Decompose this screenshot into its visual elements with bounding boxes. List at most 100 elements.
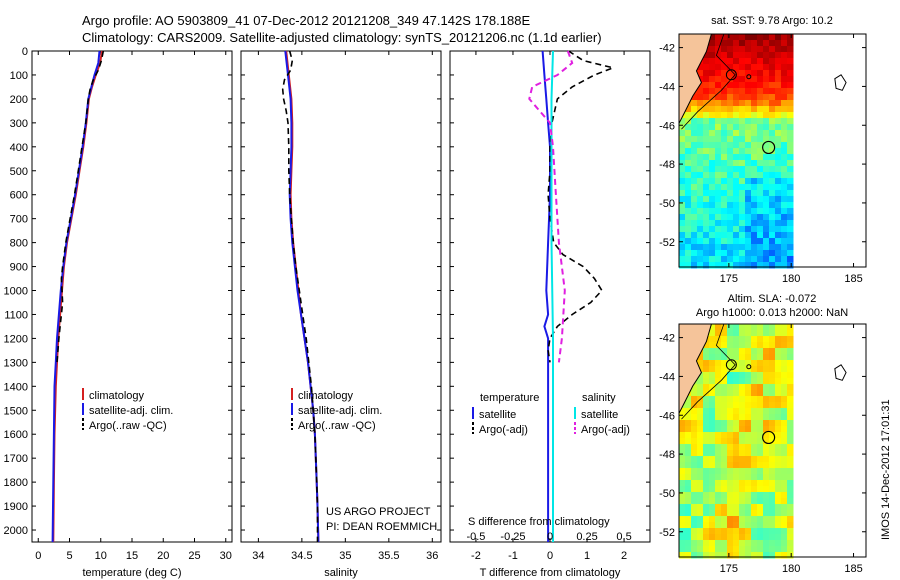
map-cell [751,504,758,511]
map-cell [787,130,794,137]
map-cell [727,360,734,367]
map-cell [775,256,782,263]
map-cell [709,492,716,499]
map-cell [757,208,764,215]
map-cell [685,402,692,409]
map-cell [679,492,686,499]
y-tick-label: -42 [659,333,675,345]
map-cell [733,426,740,433]
map-cell [733,142,740,149]
map-cell [679,420,686,427]
map-cell [763,142,770,149]
map-cell [757,504,764,511]
map-cell [679,244,686,251]
map-cell [775,468,782,475]
map-cell [757,130,764,137]
map-cell [697,142,704,149]
map-cell [703,486,710,493]
map-cell [751,372,758,379]
map-cell [697,414,704,421]
map-cell [745,528,752,535]
map-cell [709,64,716,71]
map-cell [691,438,698,445]
map-cell [781,166,788,173]
map-cell [703,360,710,367]
map-cell [787,486,794,493]
map-cell [727,540,734,547]
map-cell [727,70,734,77]
map-cell [739,58,746,65]
map-cell [679,498,686,505]
map-cell [781,354,788,361]
pi-label: PI: DEAN ROEMMICH [326,521,437,533]
legend-entry: climatology [298,390,354,402]
map-cell [763,178,770,185]
map-cell [685,142,692,149]
y-tick-label: -52 [659,527,675,539]
map-cell [739,82,746,89]
map-cell [691,154,698,161]
map-cell [757,100,764,107]
map-cell [781,52,788,59]
map-cell [715,160,722,167]
map-cell [775,402,782,409]
map-cell [751,468,758,475]
map-cell [763,238,770,245]
map-cell [787,330,794,337]
map-cell [757,492,764,499]
map-cell [685,214,692,221]
map-cell [787,528,794,535]
coastline [678,33,713,124]
map-cell [781,480,788,487]
map-cell [691,474,698,481]
map-cell [763,130,770,137]
map-cell [739,112,746,119]
map-cell [769,390,776,397]
map-cell [781,148,788,155]
map-cell [769,384,776,391]
series-t-satellite [541,50,551,542]
map-cell [721,166,728,173]
map-cell [697,70,704,77]
map-cell [769,444,776,451]
map-cell [763,354,770,361]
map-cell [745,106,752,113]
map-cell [775,118,782,125]
map-cell [709,396,716,403]
map-cell [691,262,698,269]
map-cell [739,178,746,185]
map-cell [739,160,746,167]
map-cell [727,372,734,379]
map-cell [709,408,716,415]
map-cell [721,262,728,269]
map-cell [703,504,710,511]
map-cell [715,384,722,391]
map-cell [721,244,728,251]
map-cell [757,330,764,337]
map-cell [787,456,794,463]
map-cell [787,492,794,499]
map-cell [769,196,776,203]
map-cell [727,184,734,191]
map-cell [721,402,728,409]
map-cell [727,324,734,331]
map-cell [775,202,782,209]
map-cell [763,360,770,367]
map-cell [757,324,764,331]
map-cell [751,438,758,445]
map-cell [715,214,722,221]
map-cell [709,178,716,185]
map-cell [757,498,764,505]
map-cell [769,232,776,239]
map-cell [763,546,770,553]
map-cell [733,504,740,511]
map-cell [685,492,692,499]
map-cell [769,136,776,143]
map-cell [757,196,764,203]
map-cell [751,82,758,89]
map-cell [709,420,716,427]
map-cell [691,118,698,125]
map-cell [787,160,794,167]
map-cell [757,82,764,89]
map-cell [787,438,794,445]
